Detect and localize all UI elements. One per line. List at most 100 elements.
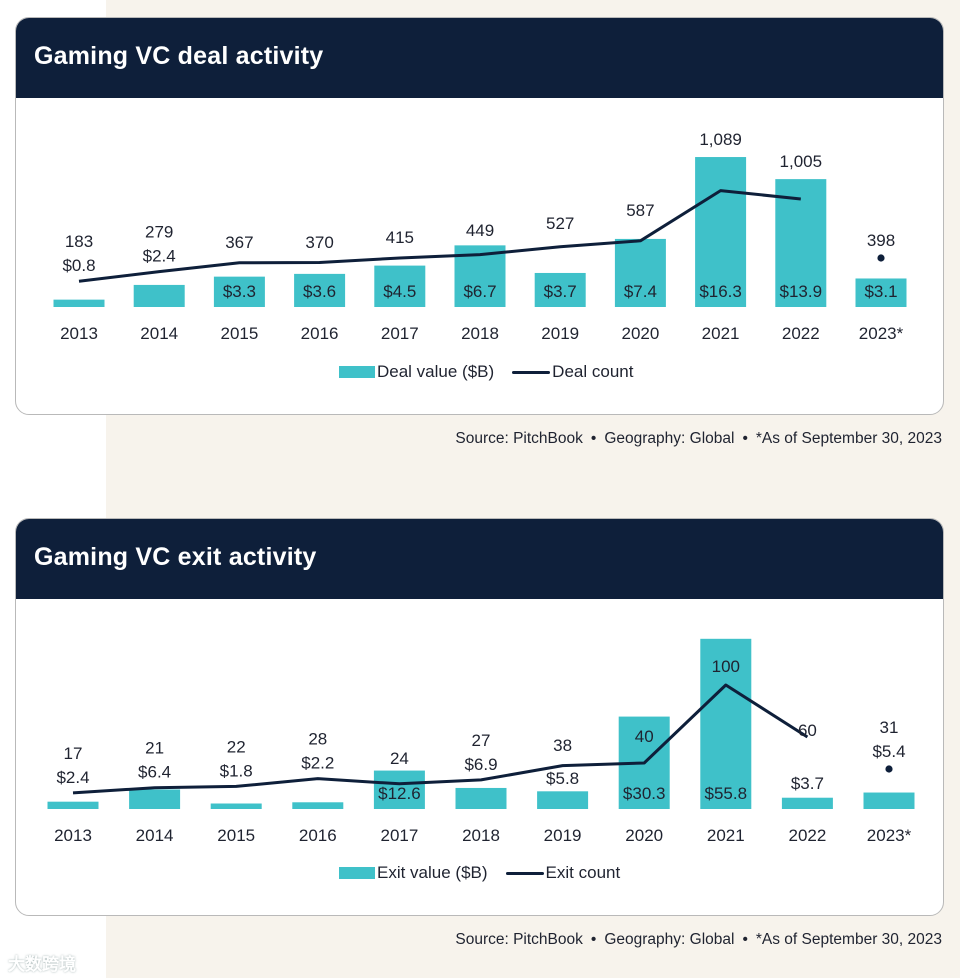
tick-label-2018: 2018 bbox=[462, 826, 500, 845]
value-label-2019: $3.7 bbox=[544, 282, 577, 301]
tick-label-2016: 2016 bbox=[301, 324, 339, 343]
bar-2019 bbox=[534, 272, 586, 307]
geography-label: Geography: Global bbox=[604, 430, 735, 447]
count-label-2020: 587 bbox=[626, 201, 654, 220]
value-label-2013: $2.4 bbox=[56, 768, 89, 787]
count-label-2019: 527 bbox=[546, 214, 574, 233]
bullet-separator: • bbox=[590, 430, 597, 447]
value-label-2014: $2.4 bbox=[143, 247, 176, 266]
deal-activity-title: Gaming VC deal activity bbox=[34, 42, 324, 70]
legend-swatch-bar bbox=[339, 366, 375, 378]
bar-2013 bbox=[53, 299, 105, 307]
exit-activity-legend: Exit value ($B) Exit count bbox=[339, 861, 620, 885]
bar-2022 bbox=[775, 179, 827, 307]
tick-label-2013: 2013 bbox=[54, 826, 92, 845]
value-label-2016: $2.2 bbox=[301, 754, 334, 773]
count-label-2016: 370 bbox=[305, 233, 333, 252]
tick-label-2015: 2015 bbox=[217, 826, 255, 845]
count-label-2017: 24 bbox=[390, 749, 409, 768]
count-line bbox=[78, 189, 801, 283]
tick-label-2019: 2019 bbox=[541, 324, 579, 343]
exit-activity-title: Gaming VC exit activity bbox=[34, 543, 317, 571]
exit-activity-panel: Gaming VC exit activity $2.4 17 2013 $6.4 21… bbox=[15, 518, 944, 916]
value-label-2017: $4.5 bbox=[383, 282, 416, 301]
value-label-2015: $3.3 bbox=[223, 282, 256, 301]
tick-label-2013: 2013 bbox=[60, 324, 98, 343]
count-label-2020: 40 bbox=[635, 727, 654, 746]
tick-label-2014: 2014 bbox=[136, 826, 174, 845]
count-label-2014: 279 bbox=[145, 223, 173, 242]
tick-label-2019: 2019 bbox=[544, 826, 582, 845]
legend-label-exit-value: Exit value ($B) bbox=[377, 863, 488, 882]
tick-label-2017: 2017 bbox=[381, 324, 419, 343]
value-label-2017: $12.6 bbox=[378, 784, 421, 803]
tick-label-2017: 2017 bbox=[380, 826, 418, 845]
count-label-2021: 1,089 bbox=[699, 130, 742, 149]
bullet-separator: • bbox=[742, 430, 748, 447]
count-label-2017: 415 bbox=[386, 228, 414, 247]
tick-label-2022: 2022 bbox=[782, 324, 820, 343]
count-label-2013: 183 bbox=[65, 232, 93, 251]
legend-swatch-line bbox=[512, 370, 551, 374]
count-label-2019: 38 bbox=[553, 736, 572, 755]
count-label-2015: 22 bbox=[227, 737, 246, 756]
count-dot-2023 bbox=[877, 254, 885, 262]
value-label-2018: $6.9 bbox=[464, 755, 497, 774]
bar-2013 bbox=[47, 801, 99, 809]
bar-2015 bbox=[213, 276, 265, 307]
tick-label-2015: 2015 bbox=[220, 324, 258, 343]
tick-label-2022: 2022 bbox=[788, 826, 826, 845]
value-label-2020: $30.3 bbox=[623, 784, 666, 803]
count-label-2021: 100 bbox=[712, 657, 740, 676]
count-label-2014: 21 bbox=[145, 739, 164, 758]
tick-label-2023: 2023* bbox=[859, 324, 904, 343]
bar-2023 bbox=[855, 278, 907, 307]
source-label: Source: PitchBook bbox=[455, 931, 583, 948]
bar-2014 bbox=[133, 284, 185, 307]
geography-label: Geography: Global bbox=[604, 931, 735, 948]
value-label-2019: $5.8 bbox=[546, 769, 579, 788]
tick-label-2016: 2016 bbox=[299, 826, 337, 845]
deal-activity-chart: $0.8 183 2013 $2.4 279 2014 $3.3 367 2015 $3.6 370… bbox=[53, 130, 907, 343]
value-label-2022: $3.7 bbox=[791, 774, 824, 793]
bar-2016 bbox=[294, 273, 346, 307]
source-label: Source: PitchBook bbox=[455, 430, 583, 447]
bar-2014 bbox=[129, 789, 181, 809]
tick-label-2018: 2018 bbox=[461, 324, 499, 343]
bar-2021 bbox=[695, 157, 747, 307]
count-label-2015: 367 bbox=[225, 233, 253, 252]
count-label-2023: 31 bbox=[880, 718, 899, 737]
value-label-2018: $6.7 bbox=[463, 282, 496, 301]
count-label-2023: 398 bbox=[867, 231, 895, 250]
as-of-note: *As of September 30, 2023 bbox=[755, 430, 942, 447]
deal-activity-legend: Deal value ($B) Deal count bbox=[339, 360, 633, 384]
value-label-2021: $55.8 bbox=[705, 784, 748, 803]
value-label-2015: $1.8 bbox=[220, 761, 253, 780]
bar-2017 bbox=[373, 770, 425, 809]
exit-activity-source: Source: PitchBook • Geography: Global • *As … bbox=[455, 931, 942, 949]
count-label-2018: 27 bbox=[472, 731, 491, 750]
value-label-2020: $7.4 bbox=[624, 282, 657, 301]
bar-2015 bbox=[210, 803, 262, 809]
bullet-separator: • bbox=[590, 931, 597, 948]
bar-2022 bbox=[781, 797, 833, 809]
count-label-2013: 17 bbox=[64, 744, 83, 763]
deal-activity-source: Source: PitchBook • Geography: Global • *As … bbox=[455, 430, 942, 448]
value-label-2021: $16.3 bbox=[699, 282, 742, 301]
legend-item-deal-value: Deal value ($B) bbox=[339, 362, 494, 382]
legend-label-deal-count: Deal count bbox=[552, 362, 634, 381]
legend-label-exit-count: Exit count bbox=[545, 863, 621, 882]
bar-2018 bbox=[455, 787, 507, 809]
bar-2019 bbox=[537, 791, 589, 809]
count-dot-2023 bbox=[885, 765, 893, 773]
exit-activity-header: Gaming VC exit activity bbox=[16, 519, 943, 599]
legend-item-exit-count: Exit count bbox=[505, 863, 621, 883]
bar-2017 bbox=[374, 265, 426, 307]
tick-label-2020: 2020 bbox=[625, 826, 663, 845]
value-label-2023: $3.1 bbox=[864, 282, 897, 301]
legend-label-deal-value: Deal value ($B) bbox=[377, 362, 495, 381]
legend-item-deal-count: Deal count bbox=[512, 362, 633, 382]
deal-activity-panel: Gaming VC deal activity $0.8 183 2013 $2.4 2… bbox=[15, 17, 944, 415]
deal-activity-header: Gaming VC deal activity bbox=[16, 18, 943, 98]
as-of-note: *As of September 30, 2023 bbox=[755, 931, 942, 948]
